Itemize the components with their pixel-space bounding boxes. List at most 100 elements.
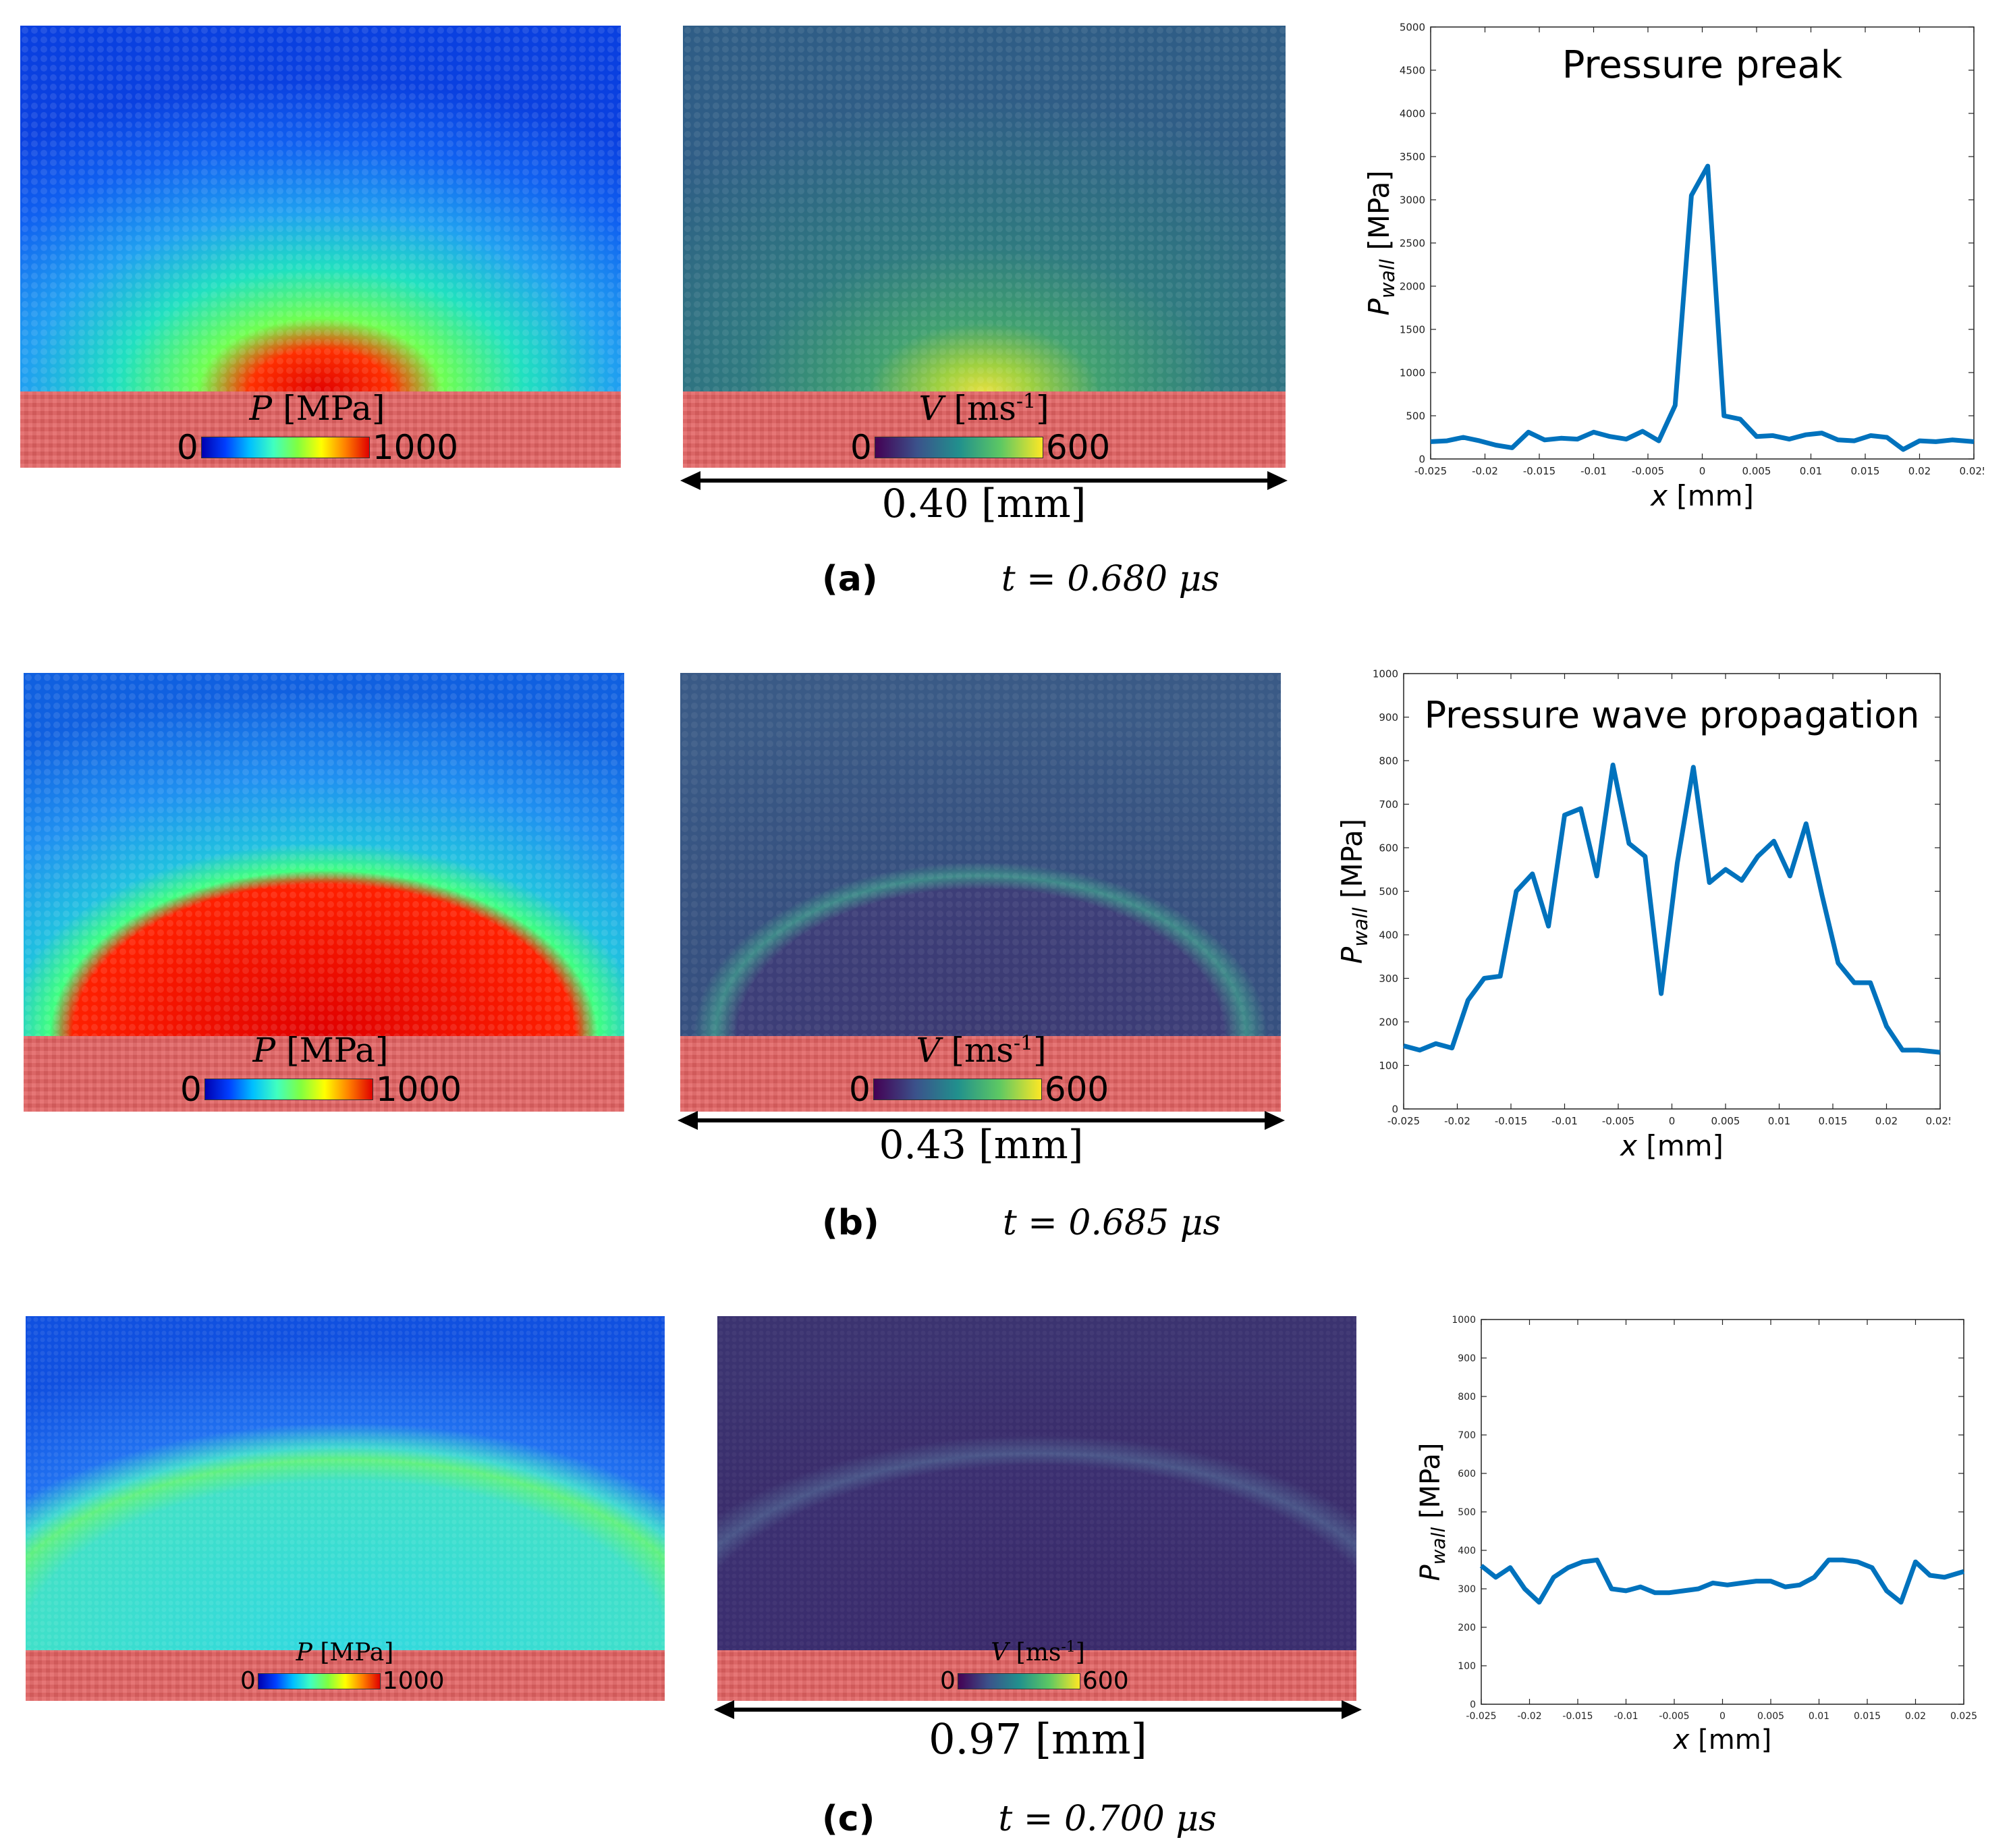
velocity-colorbar-max: 600 [1082,1667,1129,1695]
velocity-unit-close: ] [1075,1639,1085,1666]
pressure-field-render [26,1316,665,1650]
y-tick-label: 600 [1379,842,1398,854]
pressure-unit: [MPa] [286,1031,389,1070]
y-tick-label: 100 [1458,1661,1476,1672]
y-tick-label: 800 [1458,1392,1476,1403]
x-tick-label: 0.025 [1960,465,1984,477]
velocity-field-image: V [ms-1] 0 600 [680,673,1281,1112]
y-axis-label: Pwall [MPa] [1415,1442,1450,1581]
x-axis-label: x [mm] [1672,1724,1772,1756]
velocity-field-render [680,673,1281,1036]
x-tick-label: 0.005 [1711,1115,1740,1127]
y-tick-label: 3000 [1400,194,1425,206]
x-axis-unit: [mm] [1668,479,1754,512]
pressure-var: P [296,1639,312,1666]
plot-frame [1481,1319,1964,1705]
velocity-colorbar-min: 0 [849,1070,871,1109]
x-tick-label: -0.005 [1659,1711,1689,1722]
x-tick-label: -0.015 [1562,1711,1593,1722]
scale-bar-label: 0.43 [mm] [879,1122,1084,1168]
x-tick-label: 0.02 [1905,1711,1926,1722]
y-tick-label: 400 [1458,1546,1476,1556]
panel-caption: (a) t = 0.680 μs [822,559,1219,599]
pressure-var: P [249,389,273,428]
x-axis-label: x [mm] [1649,479,1754,512]
pressure-colorbar-min: 0 [240,1667,256,1695]
velocity-unit-exponent: -1 [1061,1639,1076,1656]
x-axis-var: x [1619,1129,1638,1162]
y-tick-label: 500 [1458,1507,1476,1518]
x-tick-label: -0.02 [1444,1115,1470,1127]
x-tick-label: -0.02 [1517,1711,1541,1722]
velocity-colorbar-title: V [ms-1] [883,389,1085,428]
y-tick-label: 1000 [1452,1315,1476,1326]
x-tick-label: 0.025 [1950,1711,1977,1722]
x-tick-label: -0.025 [1414,465,1447,477]
pressure-series-line [1430,163,1975,452]
x-tick-label: 0.01 [1800,465,1822,477]
velocity-colorbar: 0 600 [940,1667,1129,1695]
pressure-colorbar: 0 1000 [180,1070,462,1109]
y-tick-label: 5000 [1400,21,1425,33]
pressure-colorbar-title: P [MPa] [257,1639,433,1666]
velocity-field-image: V [ms-1] 0 600 [717,1316,1356,1701]
pressure-colorbar-title: P [MPa] [216,389,418,428]
y-tick-label: 500 [1379,886,1398,898]
y-tick-label: 200 [1379,1016,1398,1028]
x-tick-label: -0.005 [1602,1115,1634,1127]
x-axis-unit: [mm] [1689,1724,1771,1756]
velocity-field-image: V [ms-1] 0 600 [683,26,1286,468]
wall-pressure-plot: 0 100 200 300 400 500 600 700 800 900 1000 -0.025 -0… [1335,668,1950,1162]
velocity-colorbar-min: 0 [940,1667,956,1695]
pressure-series-line [1479,1557,1964,1605]
pressure-colorbar-max: 1000 [382,1667,445,1695]
pressure-colorbar-min: 0 [177,428,198,467]
x-tick-label: 0 [1669,1115,1676,1127]
y-axis-label: Pwall [MPa] [1335,819,1372,964]
x-tick-label: 0.015 [1854,1711,1881,1722]
velocity-unit-close: ] [1036,389,1049,428]
x-tick-label: 0.005 [1757,1711,1784,1722]
pressure-field-image: P [MPa] 0 1000 [20,26,621,468]
x-tick-label: 0.02 [1908,465,1931,477]
y-tick-label: 200 [1458,1623,1476,1633]
y-tick-label: 1000 [1373,668,1398,680]
y-tick-label: 700 [1458,1430,1476,1441]
chart-title: Pressure wave propagation [1425,694,1920,736]
y-tick-label: 300 [1379,973,1398,985]
y-tick-label: 0 [1470,1700,1476,1710]
velocity-var: V [991,1639,1009,1666]
velocity-unit-close: ] [1033,1031,1047,1070]
pressure-field-render [24,673,624,1036]
x-axis-var: x [1649,479,1668,512]
velocity-unit: [ms [951,1031,1014,1070]
pressure-colorbar-min: 0 [180,1070,202,1109]
velocity-unit-exponent: -1 [1013,1031,1034,1056]
velocity-colorbar-max: 600 [1045,428,1111,467]
y-tick-label: 300 [1458,1584,1476,1595]
pressure-colorbar: 0 1000 [177,428,458,467]
x-tick-label: 0.015 [1819,1115,1848,1127]
y-tick-label: 500 [1406,410,1425,422]
y-axis-label: Pwall [MPa] [1363,170,1399,315]
velocity-colorbar: 0 600 [849,1070,1109,1109]
y-tick-label: 2500 [1400,237,1425,249]
pressure-colorbar: 0 1000 [240,1667,445,1695]
y-axis-subscript: wall [1376,259,1399,298]
time-label: t = 0.680 μs [1001,559,1220,599]
velocity-unit-exponent: -1 [1016,389,1037,414]
pressure-colorbar-gradient [204,1079,373,1100]
wall-pressure-plot: 0 500 1000 1500 2000 2500 3000 3500 4000 4500 5000… [1363,21,1984,512]
velocity-colorbar-gradient [873,1079,1042,1100]
y-tick-label: 900 [1379,711,1398,724]
y-axis-unit: [MPa] [1363,170,1396,259]
x-tick-label: 0.005 [1742,465,1771,477]
y-tick-label: 4000 [1400,107,1425,119]
y-tick-label: 4500 [1400,64,1425,76]
x-tick-label: 0.015 [1851,465,1880,477]
x-tick-label: -0.01 [1551,1115,1578,1127]
y-axis-var: P [1363,298,1396,316]
x-tick-label: 0 [1719,1711,1726,1722]
pressure-series-line [1403,762,1941,1055]
x-tick-label: 0.01 [1809,1711,1829,1722]
